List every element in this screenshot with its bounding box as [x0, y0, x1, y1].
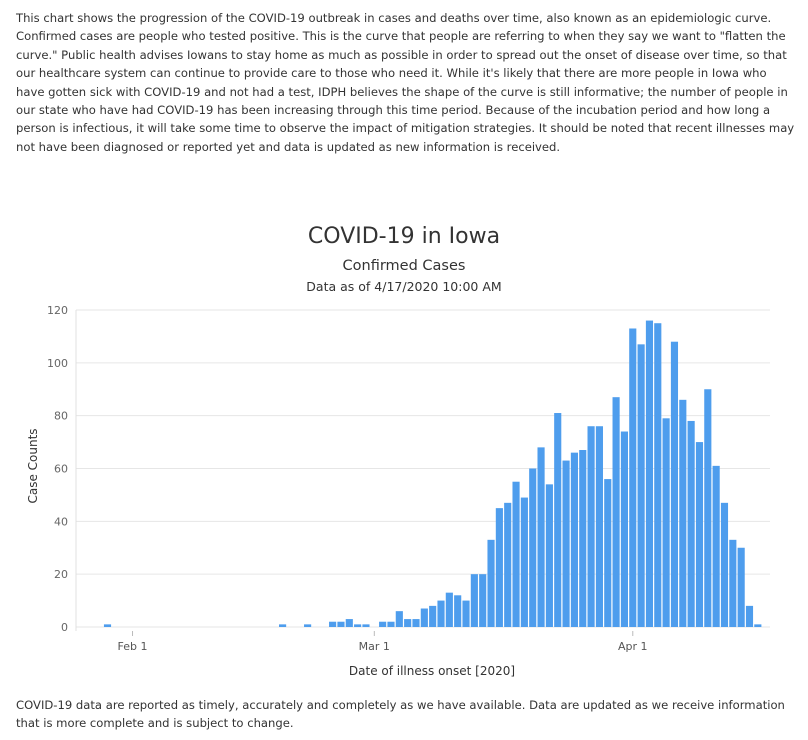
y-tick-label: 40: [54, 515, 68, 528]
bar: [404, 619, 412, 627]
bar: [103, 624, 112, 627]
bar: [412, 619, 420, 627]
chart-data-as-of: Data as of 4/17/2020 10:00 AM: [306, 279, 502, 294]
footer-note: COVID-19 data are reported as timely, ac…: [16, 698, 785, 731]
bar: [479, 574, 487, 627]
bar: [454, 595, 462, 627]
y-tick-label: 80: [54, 410, 68, 423]
bar: [670, 341, 679, 627]
bar: [679, 399, 687, 627]
y-tick-label: 100: [47, 357, 68, 370]
bar: [395, 611, 403, 627]
bar: [587, 426, 595, 627]
y-tick-label: 20: [54, 568, 68, 581]
bar: [620, 431, 628, 627]
bar: [329, 621, 337, 627]
intro-paragraph: This chart shows the progression of the …: [16, 11, 795, 154]
x-tick-label: Mar 1: [359, 640, 390, 653]
bar: [545, 484, 553, 627]
bar: [562, 460, 570, 627]
bar: [745, 605, 754, 627]
bar: [345, 619, 353, 627]
chart-subtitle: Confirmed Cases: [342, 258, 466, 274]
bar: [379, 621, 387, 627]
y-tick-label: 120: [47, 304, 68, 317]
bar: [570, 452, 578, 627]
y-axis-label: Case Counts: [26, 428, 40, 503]
bar: [520, 497, 528, 627]
bar: [337, 621, 345, 627]
bar: [645, 320, 654, 627]
y-axis-ticks: 0 20 40 60 80 100 120: [47, 304, 68, 634]
bar: [595, 426, 603, 627]
y-tick-label: 0: [61, 621, 68, 634]
bar: [554, 413, 562, 627]
bar: [712, 465, 720, 627]
bar: [304, 624, 312, 627]
bar: [445, 592, 453, 627]
bar: [354, 624, 362, 627]
bars: [103, 320, 762, 628]
bar: [695, 442, 704, 627]
bar: [704, 389, 712, 627]
y-tick-label: 60: [54, 463, 68, 476]
bar: [579, 450, 587, 627]
epidemic-curve-chart: 0 20 40 60 80 100 120 Feb 1 Mar 1 Apr 1 Case Cou…: [26, 304, 770, 678]
bar: [529, 468, 537, 627]
bar: [654, 323, 662, 627]
bar: [729, 539, 737, 627]
bar: [429, 605, 437, 627]
bar: [470, 574, 478, 627]
x-tick-label: Feb 1: [118, 640, 148, 653]
bar: [537, 447, 545, 627]
bar: [495, 508, 503, 628]
bar: [387, 621, 395, 627]
bar: [612, 397, 620, 627]
bar: [487, 539, 495, 627]
bar: [279, 624, 287, 627]
bar: [720, 502, 729, 627]
bar: [737, 547, 745, 627]
chart-title: COVID-19 in Iowa: [307, 224, 501, 249]
bar: [754, 624, 762, 627]
bar: [637, 344, 645, 627]
bar: [604, 479, 612, 627]
x-axis-label: Date of illness onset [2020]: [349, 664, 515, 678]
gridlines: [75, 309, 770, 631]
bar: [437, 600, 445, 627]
bar: [629, 328, 637, 627]
bar: [512, 481, 520, 627]
bar: [662, 418, 670, 627]
bar: [687, 420, 695, 627]
bar: [362, 624, 370, 627]
x-tick-label: Apr 1: [618, 640, 648, 653]
bar: [420, 608, 428, 627]
bar: [462, 600, 470, 627]
bar: [504, 502, 512, 627]
x-axis-ticks: Feb 1 Mar 1 Apr 1: [118, 631, 648, 653]
